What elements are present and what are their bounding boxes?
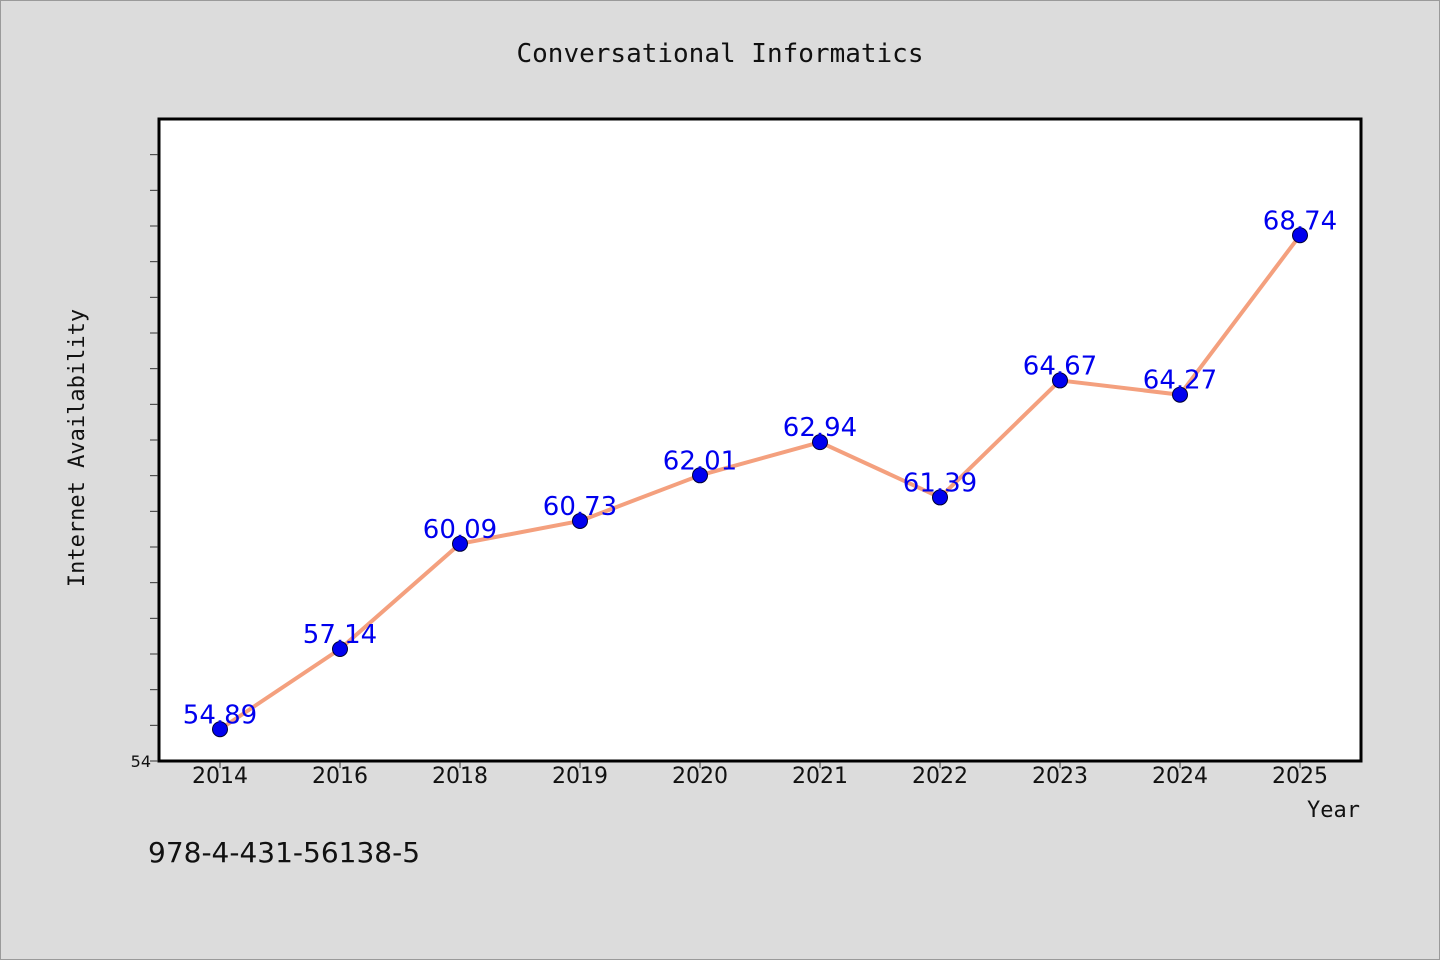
data-point [332, 641, 348, 658]
x-tick-label: 2018 [432, 764, 488, 789]
data-point [572, 512, 588, 529]
x-tick-label: 2016 [312, 764, 368, 789]
data-label: 54.89 [183, 700, 257, 730]
footnote-isbn: 978-4-431-56138-5 [148, 836, 420, 869]
data-point [1052, 372, 1068, 389]
data-point [932, 489, 948, 506]
data-label: 61.39 [903, 468, 977, 498]
data-point [1292, 227, 1308, 244]
data-label: 64.67 [1023, 351, 1097, 381]
x-tick-label: 2014 [192, 764, 248, 789]
series-line [218, 234, 1302, 731]
chart-title: Conversational Informatics [517, 39, 924, 69]
x-tick-label: 2021 [792, 764, 848, 789]
y-axis-ticks [150, 154, 158, 762]
y-tick-label: 54 [131, 752, 151, 771]
x-axis-label: Year [1307, 798, 1360, 823]
x-tick-label: 2019 [552, 764, 608, 789]
x-tick-label: 2020 [672, 764, 728, 789]
x-axis-ticks: 2014 2016 2018 2019 2020 2021 2022 2023 2024 2025 [192, 762, 1328, 789]
data-point [1172, 386, 1188, 403]
data-point [452, 535, 468, 552]
data-labels: 54.89 57.14 60.09 60.73 62.01 62.94 61.39 64.67… [183, 206, 1337, 730]
data-label: 64.27 [1143, 366, 1217, 396]
x-tick-label: 2024 [1152, 764, 1208, 789]
plot-area [157, 117, 1363, 763]
x-tick-label: 2023 [1032, 764, 1088, 789]
y-axis-label: Internet Availability [65, 309, 90, 587]
data-point [812, 434, 828, 451]
data-label: 57.14 [303, 620, 377, 650]
data-label: 60.09 [423, 515, 497, 545]
x-tick-label: 2022 [912, 764, 968, 789]
data-label: 62.94 [783, 413, 857, 443]
data-point [212, 721, 228, 738]
data-point [692, 467, 708, 484]
data-label: 62.01 [663, 446, 737, 476]
data-label: 60.73 [543, 492, 617, 522]
series-markers [212, 227, 1308, 738]
x-tick-label: 2025 [1272, 764, 1328, 789]
data-label: 68.74 [1263, 206, 1337, 236]
